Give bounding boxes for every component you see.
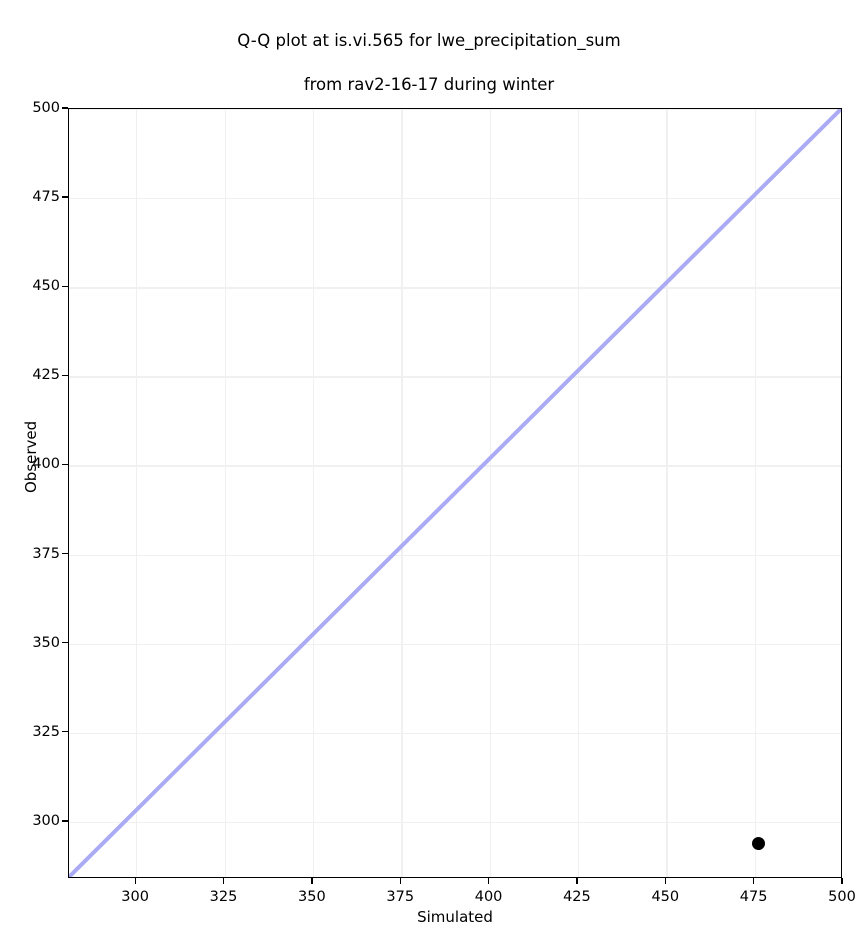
y-tick-mark bbox=[62, 463, 68, 466]
x-tick-label: 500 bbox=[828, 889, 856, 905]
gridline-horizontal bbox=[69, 287, 841, 289]
y-tick-mark bbox=[62, 731, 68, 733]
gridline-vertical bbox=[312, 109, 315, 877]
y-tick-mark bbox=[62, 285, 68, 287]
y-tick-mark bbox=[62, 107, 68, 109]
reference-line bbox=[69, 109, 841, 877]
gridline-vertical bbox=[136, 109, 138, 877]
x-tick-label: 475 bbox=[739, 889, 768, 905]
gridline-horizontal bbox=[69, 643, 841, 646]
gridline-horizontal bbox=[69, 198, 841, 200]
chart-title-line-2: from rav2-16-17 during winter bbox=[303, 75, 555, 94]
x-tick-label: 400 bbox=[474, 889, 503, 905]
x-tick-mark bbox=[311, 878, 313, 884]
y-tick-label: 450 bbox=[32, 278, 60, 295]
y-tick-mark bbox=[62, 374, 68, 376]
chart-title-line-1: Q-Q plot at is.vi.565 for lwe_precipitat… bbox=[237, 31, 621, 50]
y-tick-label: 500 bbox=[32, 100, 60, 116]
y-tick-label: 325 bbox=[32, 723, 60, 740]
gridline-horizontal bbox=[69, 821, 841, 824]
x-tick-label: 325 bbox=[209, 889, 238, 905]
x-tick-label: 300 bbox=[121, 889, 149, 905]
y-tick-label: 475 bbox=[32, 189, 60, 206]
gridline-horizontal bbox=[69, 554, 841, 556]
gridline-vertical bbox=[489, 109, 491, 877]
gridline-vertical bbox=[754, 109, 756, 877]
x-axis-label: Simulated bbox=[417, 908, 493, 926]
gridline-vertical bbox=[666, 109, 668, 877]
data-point bbox=[751, 836, 765, 850]
gridline-vertical bbox=[577, 109, 580, 877]
x-tick-mark bbox=[222, 878, 225, 884]
x-tick-label: 350 bbox=[298, 889, 326, 905]
gridline-horizontal bbox=[69, 465, 841, 467]
gridline-horizontal bbox=[69, 732, 841, 735]
y-tick-mark bbox=[62, 196, 68, 198]
y-axis-label-text: Observed bbox=[22, 420, 40, 493]
x-tick-mark bbox=[752, 878, 755, 884]
chart-title: Q-Q plot at is.vi.565 for lwe_precipitat… bbox=[0, 8, 858, 118]
x-tick-mark bbox=[399, 878, 401, 884]
x-tick-mark bbox=[487, 878, 490, 884]
y-tick-label: 300 bbox=[32, 812, 60, 829]
gridline-horizontal bbox=[69, 376, 841, 378]
y-tick-label: 375 bbox=[32, 545, 60, 562]
y-tick-label: 400 bbox=[32, 456, 60, 473]
plot-area bbox=[68, 108, 842, 878]
gridline-vertical bbox=[401, 109, 403, 877]
y-tick-label: 425 bbox=[32, 367, 60, 384]
x-tick-label: 450 bbox=[651, 889, 680, 905]
x-tick-mark bbox=[664, 878, 666, 884]
gridline-horizontal bbox=[69, 109, 841, 111]
gridline-vertical bbox=[224, 109, 226, 877]
x-tick-label: 375 bbox=[386, 889, 415, 905]
y-tick-mark bbox=[62, 820, 68, 822]
x-tick-mark bbox=[134, 878, 136, 884]
x-tick-mark bbox=[841, 878, 843, 884]
y-tick-mark bbox=[62, 642, 68, 644]
y-tick-label: 350 bbox=[32, 634, 60, 651]
y-tick-mark bbox=[62, 552, 68, 555]
x-tick-mark bbox=[576, 878, 578, 884]
x-tick-label: 425 bbox=[563, 889, 591, 905]
